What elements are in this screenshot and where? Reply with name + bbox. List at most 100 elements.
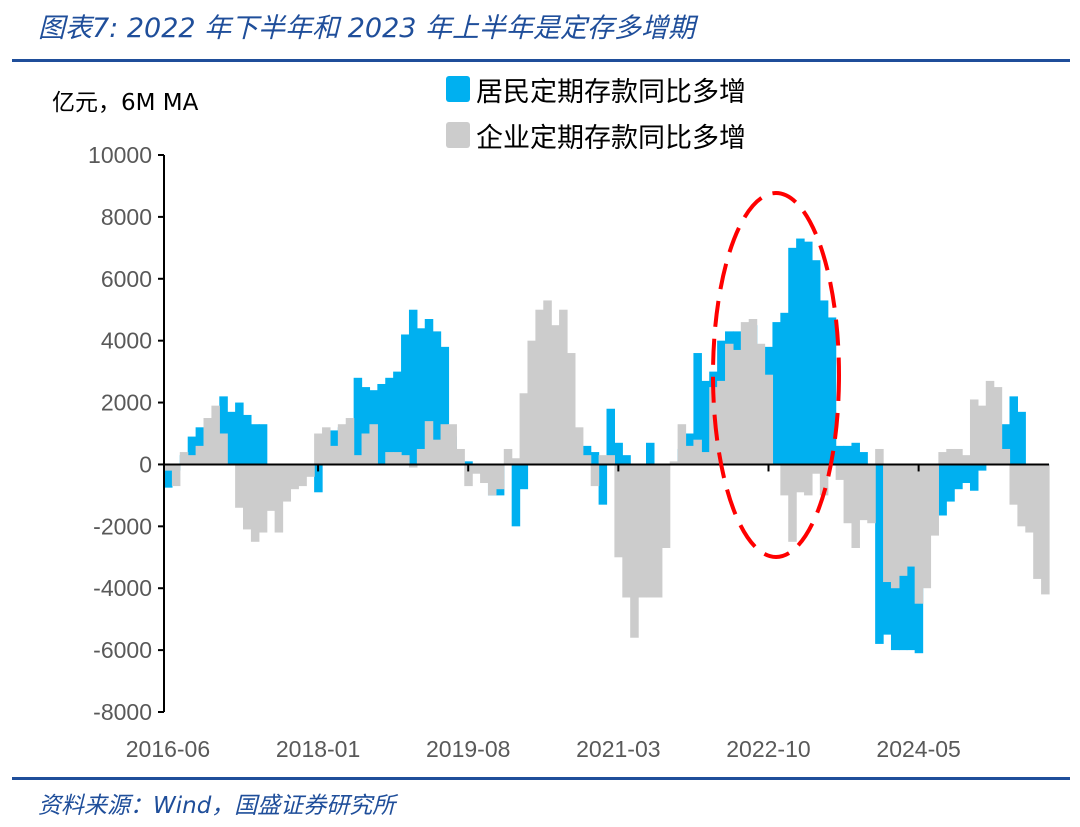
corporate-bar-2018-11 xyxy=(393,452,402,465)
corporate-bar-2018-03 xyxy=(329,445,339,465)
corporate-bar-2021-01 xyxy=(598,455,608,465)
corporate-bar-2019-10 xyxy=(480,464,489,484)
household-bar-2018-09 xyxy=(377,383,386,465)
household-bar-2022-11 xyxy=(772,322,781,465)
corporate-bar-2019-03 xyxy=(424,421,434,465)
corporate-bar-2016-09 xyxy=(187,455,197,465)
y-tick-label: 2000 xyxy=(101,390,152,416)
legend-label-corporate: 企业定期存款同比多增 xyxy=(476,123,746,154)
household-bar-2022-01 xyxy=(693,353,702,465)
corporate-bar-2016-11 xyxy=(203,418,213,465)
household-bar-2023-07 xyxy=(835,445,845,465)
corporate-bar-2022-12 xyxy=(780,464,789,496)
corporate-bar-2023-04 xyxy=(811,464,821,474)
corporate-bar-2024-11 xyxy=(962,455,971,465)
corporate-bar-2021-07 xyxy=(646,464,655,598)
corporate-bar-2024-04 xyxy=(906,464,916,567)
y-tick-label: 4000 xyxy=(101,328,152,354)
corporate-bar-2021-12 xyxy=(685,445,695,465)
y-tick-label: 10000 xyxy=(88,142,152,168)
corporate-bar-2022-08 xyxy=(748,319,758,465)
household-bar-2024-12 xyxy=(969,464,979,491)
corporate-bar-2018-05 xyxy=(345,418,355,465)
household-bar-2020-12 xyxy=(590,452,600,465)
corporate-bar-2017-04 xyxy=(243,464,252,530)
household-bar-2024-08 xyxy=(938,464,947,516)
corporate-bar-2021-04 xyxy=(622,464,631,598)
corporate-bar-2025-04 xyxy=(1001,448,1011,465)
household-bar-2023-09 xyxy=(851,442,860,465)
corporate-bar-2025-01 xyxy=(977,405,987,465)
corporate-bar-2024-09 xyxy=(946,448,955,465)
corporate-bar-2019-12 xyxy=(495,464,505,490)
corporate-bar-2021-08 xyxy=(653,464,663,598)
household-bar-2019-04 xyxy=(432,331,442,465)
highlight-ellipse xyxy=(711,191,841,559)
corporate-bar-2022-02 xyxy=(701,452,710,465)
corporate-bar-2021-06 xyxy=(638,464,647,598)
household-bar-2023-02 xyxy=(796,238,805,465)
y-tick-label: 8000 xyxy=(101,204,152,230)
corporate-bar-2023-03 xyxy=(804,464,813,496)
household-bar-2020-03 xyxy=(519,464,529,490)
household-bar-2017-03 xyxy=(235,402,244,465)
corporate-bar-2018-10 xyxy=(385,452,394,465)
corporate-bar-2023-05 xyxy=(819,464,829,496)
household-bar-2019-05 xyxy=(440,346,450,465)
x-tick-label: 2022-10 xyxy=(726,736,810,762)
x-tick-label: 2018-01 xyxy=(276,736,360,762)
corporate-bar-2016-06 xyxy=(164,464,173,471)
corporate-bar-2020-08 xyxy=(559,309,568,465)
corporate-bar-2022-04 xyxy=(717,380,726,465)
x-tick-label: 2016-06 xyxy=(126,736,210,762)
household-bar-2018-07 xyxy=(361,387,371,465)
household-bar-2022-02 xyxy=(701,380,710,465)
household-bar-2023-12 xyxy=(875,464,884,644)
corporate-bar-2024-03 xyxy=(898,464,908,576)
corporate-bar-2020-12 xyxy=(590,464,600,487)
corporate-bar-2020-06 xyxy=(543,300,552,465)
corporate-bar-2018-01 xyxy=(314,433,323,465)
household-bar-2024-09 xyxy=(946,464,955,502)
corporate-bar-2020-09 xyxy=(566,353,576,465)
corporate-bar-2019-09 xyxy=(472,464,481,474)
y-tick-label: -2000 xyxy=(93,513,152,539)
corporate-bar-2023-08 xyxy=(843,464,853,524)
corporate-bar-2024-06 xyxy=(922,464,932,589)
corporate-bar-2019-08 xyxy=(464,464,473,487)
household-bar-2017-05 xyxy=(250,424,260,465)
y-tick-label: 0 xyxy=(139,451,152,477)
corporate-bar-2022-06 xyxy=(732,349,742,465)
corporate-bar-2019-02 xyxy=(416,448,426,465)
corporate-bar-2016-07 xyxy=(171,464,181,487)
household-bar-2017-02 xyxy=(227,411,236,465)
household-bar-2025-04 xyxy=(1001,424,1011,465)
household-bar-2019-02 xyxy=(416,328,426,465)
household-bar-2021-03 xyxy=(614,442,623,465)
household-bar-2023-01 xyxy=(788,247,797,465)
corporate-bar-2017-08 xyxy=(274,464,284,533)
legend-swatch-corporate xyxy=(446,122,470,148)
household-bar-2023-03 xyxy=(804,241,813,465)
corporate-bar-2022-05 xyxy=(725,343,734,465)
corporate-bar-2019-07 xyxy=(456,448,465,465)
corporate-bar-2016-08 xyxy=(179,452,189,465)
corporate-bar-2019-01 xyxy=(408,464,418,468)
corporate-bar-2021-03 xyxy=(614,464,623,558)
x-tick-label: 2019-08 xyxy=(426,736,510,762)
corporate-bars xyxy=(164,300,1050,638)
household-bar-2018-12 xyxy=(401,334,410,465)
corporate-bar-2025-02 xyxy=(985,380,995,465)
y-tick-label: -6000 xyxy=(93,637,152,663)
corporate-bar-2020-01 xyxy=(503,448,513,465)
corporate-bar-2017-03 xyxy=(235,464,244,508)
household-bar-2018-06 xyxy=(353,377,363,465)
y-tick-label: -4000 xyxy=(93,575,152,601)
footer-divider xyxy=(12,777,1070,780)
household-bar-2017-01 xyxy=(219,396,228,465)
corporate-bar-2019-05 xyxy=(440,424,450,465)
corporate-bar-2023-12 xyxy=(875,448,884,465)
household-bar-2023-10 xyxy=(859,452,868,465)
corporate-bar-2018-02 xyxy=(322,427,331,465)
household-bar-2019-03 xyxy=(424,319,434,465)
